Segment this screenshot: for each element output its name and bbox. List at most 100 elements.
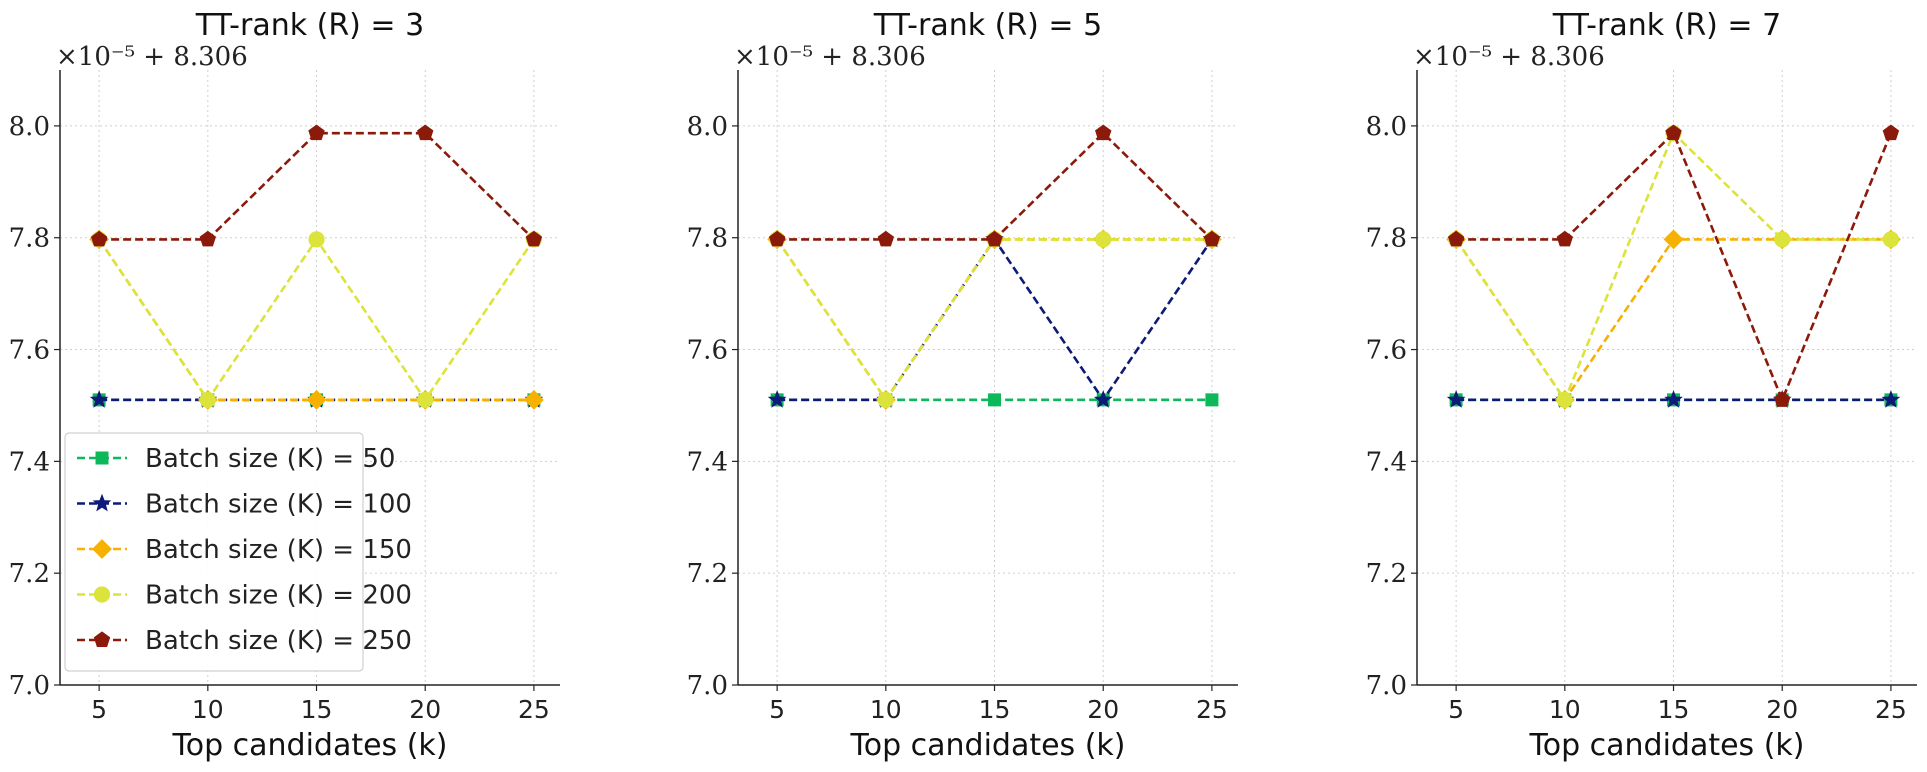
x-tick-label: 10 (870, 695, 902, 724)
legend-entry: Batch size (K) = 150 (77, 535, 412, 565)
data-point (1446, 390, 1466, 408)
legend-label: Batch size (K) = 200 (145, 581, 412, 611)
legend-marker (93, 631, 111, 647)
x-tick-label: 25 (1196, 695, 1228, 724)
y-tick-label: 7.8 (1366, 224, 1407, 254)
data-point (988, 393, 1002, 407)
data-point (1093, 390, 1113, 408)
series-3 (767, 229, 1222, 410)
data-point (1774, 391, 1791, 407)
y-tick-label: 7.4 (1366, 447, 1407, 477)
data-point (1205, 393, 1219, 407)
x-tick-label: 25 (1875, 695, 1907, 724)
data-point (308, 231, 325, 248)
legend-label: Batch size (K) = 100 (145, 490, 412, 520)
x-tick-label: 25 (518, 695, 550, 724)
legend-marker (92, 539, 112, 559)
chart-title: TT-rank (R) = 5 (873, 8, 1102, 43)
legend-entry: Batch size (K) = 200 (77, 581, 412, 611)
data-point (1447, 230, 1465, 247)
data-point (1095, 124, 1112, 141)
x-tick-label: 20 (1766, 695, 1798, 724)
y-tick-label: 8.0 (9, 112, 50, 142)
data-point (417, 391, 434, 408)
y-tick-label: 7.0 (9, 671, 50, 701)
data-point (1556, 230, 1574, 247)
data-point (986, 230, 1003, 247)
chart-title: TT-rank (R) = 3 (195, 8, 424, 43)
series-line (99, 131, 535, 241)
legend: Batch size (K) = 50 Batch size (K) = 100 B… (64, 432, 412, 672)
data-point (1881, 390, 1901, 408)
legend-entry: Batch size (K) = 250 (77, 626, 412, 656)
y-tick-label: 7.4 (9, 447, 50, 477)
axis-offset-label: ×10⁻⁵ + 8.306 (734, 42, 926, 72)
x-axis-label: Top candidates (k) (849, 728, 1125, 763)
x-tick-label: 20 (1087, 695, 1119, 724)
data-point (1203, 230, 1221, 247)
legend-entry: Batch size (K) = 50 (77, 444, 395, 474)
data-point (199, 230, 217, 247)
y-tick-label: 7.6 (687, 336, 728, 366)
series-line (1456, 130, 1893, 404)
y-tick-label: 7.0 (1366, 671, 1407, 701)
series-5 (768, 124, 1221, 247)
series-5 (90, 124, 543, 247)
panel-1: 7.0 7.2 7.4 7.6 7.8 8.0 5 10 15 20 25 TT-rank (R) =… (9, 8, 560, 763)
data-point (89, 390, 109, 408)
chart-title: TT-rank (R) = 7 (1552, 8, 1781, 43)
data-point (1882, 124, 1900, 141)
x-tick-label: 5 (769, 695, 785, 724)
y-tick-label: 7.6 (1366, 336, 1407, 366)
data-point (90, 230, 108, 247)
data-point (1556, 391, 1573, 408)
axis-offset-label: ×10⁻⁵ + 8.306 (1413, 42, 1605, 72)
data-point (877, 230, 895, 247)
y-tick-label: 7.2 (9, 559, 50, 589)
x-tick-label: 10 (1549, 695, 1581, 724)
x-tick-label: 5 (91, 695, 107, 724)
axis-offset-label: ×10⁻⁵ + 8.306 (56, 42, 248, 72)
legend-label: Batch size (K) = 50 (145, 444, 395, 474)
series-5 (1447, 124, 1900, 407)
y-tick-label: 7.8 (9, 224, 50, 254)
legend-marker (92, 493, 112, 512)
y-tick-label: 7.6 (9, 336, 50, 366)
legend-entry: Batch size (K) = 100 (77, 490, 412, 520)
y-tick-label: 7.4 (687, 447, 728, 477)
data-point (767, 390, 787, 408)
x-tick-label: 15 (979, 695, 1011, 724)
series-3 (1446, 229, 1901, 410)
x-tick-label: 20 (409, 695, 441, 724)
data-point (877, 391, 894, 408)
series-3 (89, 229, 544, 410)
data-point (525, 230, 543, 247)
data-point (1774, 231, 1791, 248)
legend-frame (64, 432, 364, 672)
y-tick-label: 7.2 (687, 559, 728, 589)
data-point (768, 230, 786, 247)
data-point (1665, 124, 1682, 141)
data-point (1664, 390, 1683, 408)
data-point (1882, 231, 1900, 248)
data-point (417, 124, 434, 141)
legend-label: Batch size (K) = 250 (145, 626, 412, 656)
data-point (524, 389, 544, 410)
y-tick-label: 7.8 (687, 224, 728, 254)
y-tick-label: 7.2 (1366, 559, 1407, 589)
y-tick-label: 8.0 (1366, 112, 1407, 142)
x-tick-label: 15 (1658, 695, 1690, 724)
y-tick-label: 7.0 (687, 671, 728, 701)
x-tick-label: 15 (301, 695, 333, 724)
data-point (308, 124, 325, 141)
x-tick-label: 5 (1448, 695, 1464, 724)
panel-3: 7.0 7.2 7.4 7.6 7.8 8.0 5 10 15 20 25 TT-rank (R) =… (1366, 8, 1917, 763)
data-point (1095, 231, 1112, 248)
legend-marker (93, 586, 111, 603)
x-axis-label: Top candidates (k) (1528, 728, 1804, 763)
legend-marker (95, 451, 109, 465)
x-axis-label: Top candidates (k) (171, 728, 447, 763)
panel-2: 7.0 7.2 7.4 7.6 7.8 8.0 5 10 15 20 25 TT-rank (R) =… (687, 8, 1238, 763)
data-point (199, 391, 216, 408)
